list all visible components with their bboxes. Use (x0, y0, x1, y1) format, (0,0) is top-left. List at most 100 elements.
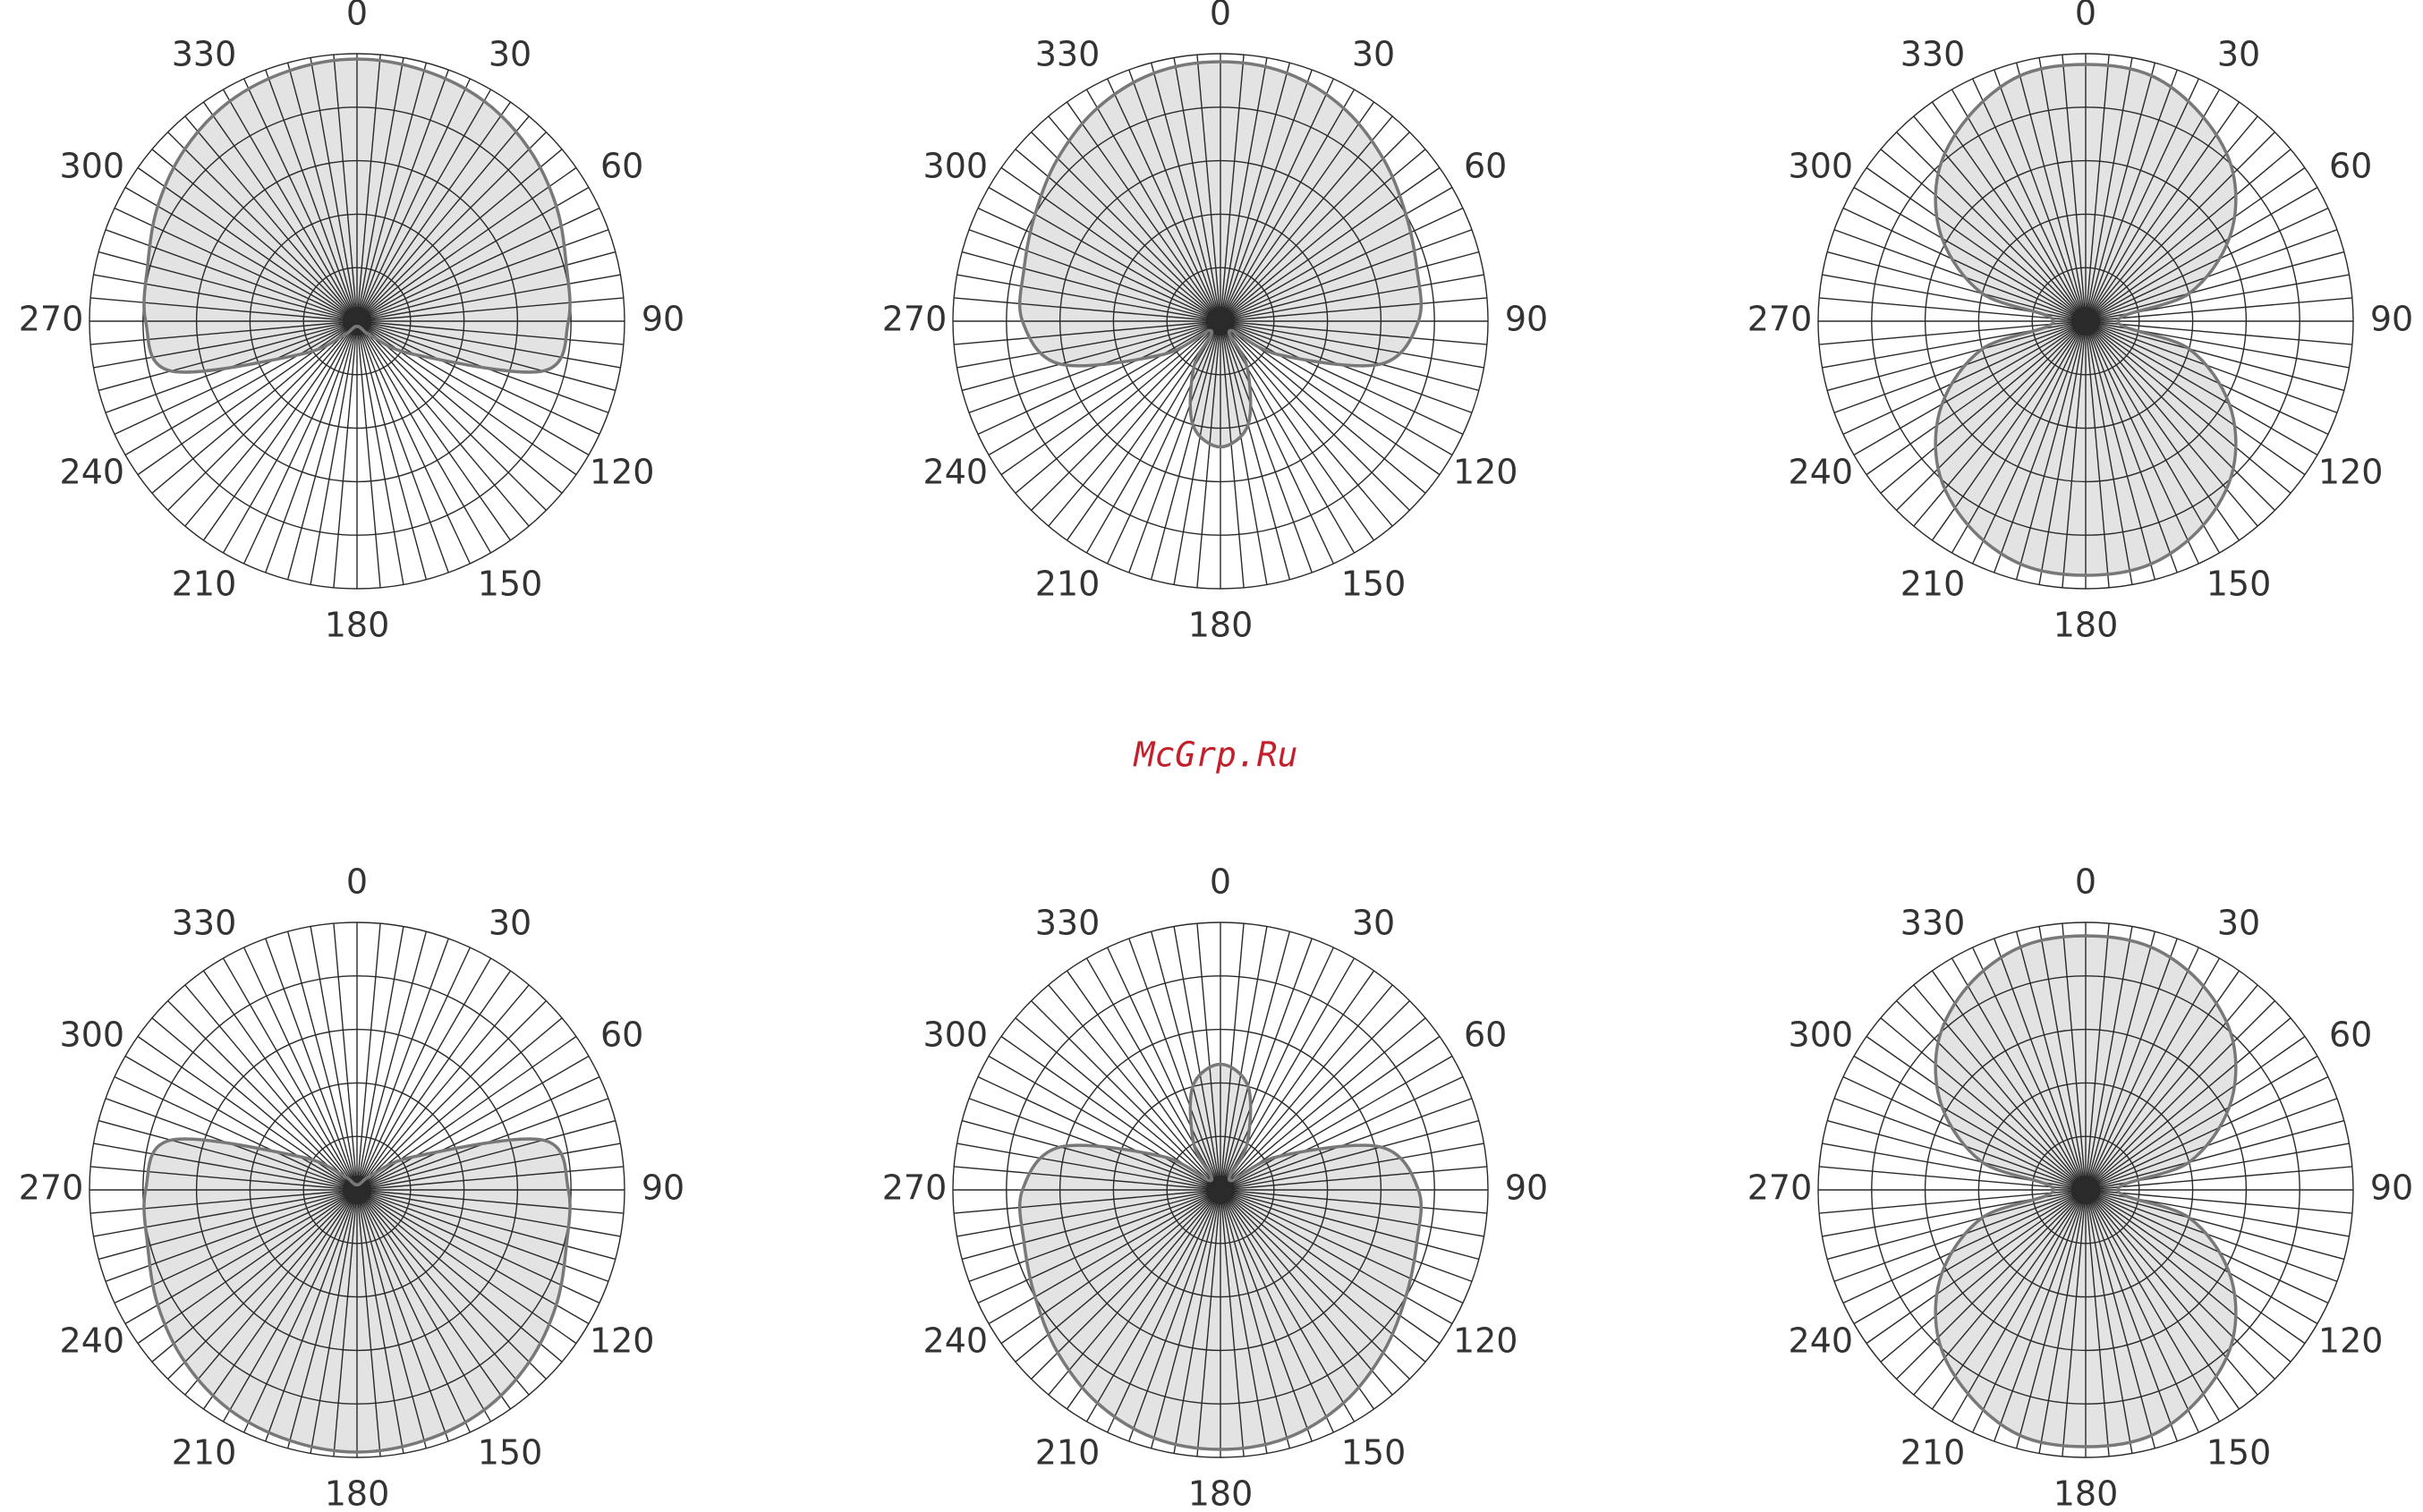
spoke (202, 101, 358, 322)
angle-tick-label: 0 (1210, 862, 1231, 902)
spoke (1048, 984, 1221, 1191)
spoke (1031, 320, 1221, 511)
spoke (1972, 78, 2087, 322)
spoke (1220, 1076, 1464, 1191)
spoke (1048, 320, 1221, 527)
center-hub (343, 1176, 371, 1204)
polar-chart: 0 30 60 90 120 150 180 210 240 270 300 330 (1747, 0, 2413, 645)
spoke (2085, 1189, 2258, 1396)
spoke (1827, 1189, 2087, 1261)
angle-tick-label: 30 (2217, 903, 2260, 942)
spoke (2085, 320, 2133, 585)
spoke (1220, 947, 1334, 1191)
spoke (2085, 166, 2306, 322)
spoke (1220, 320, 1245, 588)
center-hub (2071, 1176, 2100, 1204)
spoke (98, 320, 358, 392)
angle-grid-line (222, 89, 358, 322)
spoke (265, 69, 358, 322)
spoke (1128, 1189, 1221, 1442)
spoke (356, 320, 471, 565)
radial-grid-circle (1112, 213, 1329, 429)
spoke (2085, 1189, 2344, 1261)
spoke (356, 931, 428, 1191)
spoke (93, 320, 358, 369)
spoke (1000, 166, 1221, 322)
spoke (114, 1189, 358, 1304)
angle-tick-label: 300 (923, 147, 989, 186)
angle-tick-label: 180 (1188, 1474, 1254, 1512)
angle-tick-label: 210 (172, 1433, 237, 1473)
angle-grid-line (1085, 957, 1221, 1191)
spoke (286, 63, 358, 322)
radial-grid-circle (249, 213, 465, 429)
spoke (977, 1076, 1221, 1191)
center-hub (343, 307, 371, 336)
spoke (243, 1189, 358, 1433)
spoke (2085, 320, 2156, 580)
angle-grid-line (1951, 1189, 2087, 1423)
spoke (356, 1189, 563, 1363)
spoke (1833, 1189, 2087, 1282)
spoke (2085, 1189, 2352, 1214)
angle-tick-label: 150 (2206, 1433, 2272, 1473)
angle-grid-line (222, 957, 358, 1191)
angle-tick-label: 270 (19, 1168, 84, 1208)
angle-tick-label: 60 (2329, 147, 2372, 186)
spoke (356, 166, 577, 322)
center-hub (1206, 1176, 1235, 1204)
spoke (2085, 1189, 2133, 1454)
spoke (956, 1142, 1221, 1191)
spoke (98, 1119, 358, 1191)
spoke (1220, 1119, 1479, 1191)
spoke (1220, 1189, 1313, 1442)
spoke (1173, 926, 1221, 1191)
radial-grid-circle (249, 1082, 465, 1298)
spoke (2085, 63, 2156, 322)
spoke (167, 1000, 358, 1191)
spoke (1220, 166, 1441, 322)
spoke (1913, 320, 2087, 527)
angle-grid-line (1220, 957, 1356, 1191)
angle-grid-line (2085, 320, 2221, 554)
spoke (356, 1189, 547, 1380)
spoke (1220, 320, 1334, 565)
angle-grid-line (2085, 89, 2221, 322)
spoke (356, 320, 624, 345)
spoke (2085, 69, 2178, 322)
spoke (1220, 63, 1291, 322)
angle-grid-line (1220, 320, 1453, 456)
spoke (1866, 166, 2087, 322)
spoke (2085, 1189, 2178, 1442)
spoke (2085, 149, 2291, 322)
spoke (1842, 320, 2087, 435)
angle-grid-line (356, 1055, 590, 1191)
spoke (333, 55, 358, 322)
spoke (2085, 320, 2329, 435)
spoke (1173, 1189, 1221, 1454)
angle-tick-label: 30 (1352, 903, 1395, 942)
spoke (356, 55, 381, 322)
spoke (90, 1166, 358, 1191)
angle-tick-label: 150 (1341, 1433, 1407, 1473)
spoke (356, 1189, 624, 1214)
spoke (2038, 1189, 2087, 1454)
radial-grid-circle (1006, 975, 1435, 1405)
radial-grid-circle (1166, 1135, 1275, 1244)
spoke (1220, 320, 1484, 369)
angle-grid-line (1951, 957, 2087, 1191)
spoke (2085, 101, 2240, 322)
spoke (356, 1142, 621, 1191)
angle-grid-line (356, 186, 590, 322)
spoke (356, 251, 616, 322)
spoke (356, 320, 404, 585)
angle-grid-line (1853, 1055, 2087, 1191)
spoke (2085, 229, 2338, 322)
spoke (333, 320, 358, 588)
spoke (243, 78, 358, 322)
radial-grid-circle (1977, 213, 2194, 429)
angle-grid-line (988, 186, 1221, 322)
radial-grid-circle (195, 1028, 519, 1352)
spoke (954, 297, 1221, 322)
spoke (184, 984, 358, 1191)
